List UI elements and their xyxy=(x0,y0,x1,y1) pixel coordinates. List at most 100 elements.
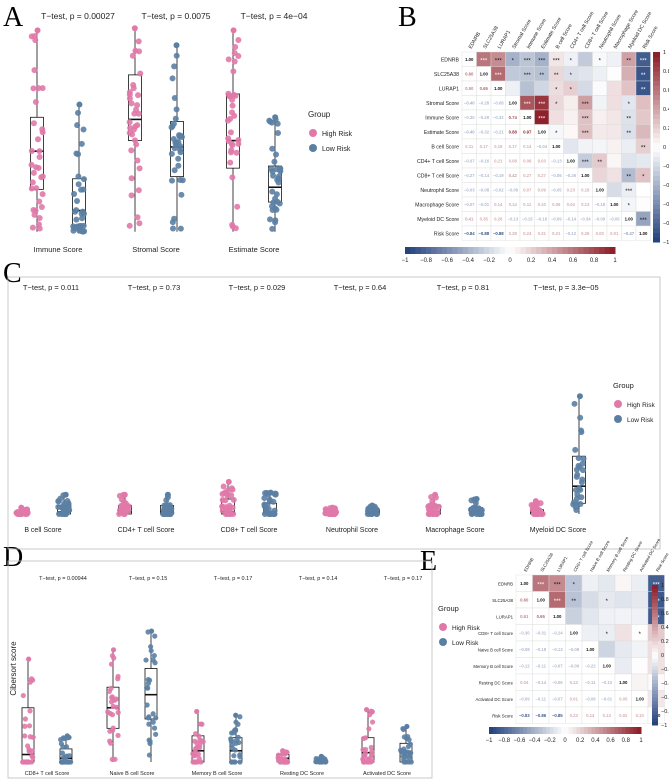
data-point xyxy=(528,501,535,508)
colorbar-segment xyxy=(653,113,660,119)
colorbar-segment xyxy=(652,669,658,673)
colorbar-segment xyxy=(652,711,658,715)
data-point xyxy=(170,136,177,143)
data-point xyxy=(227,129,234,136)
colorbar-segment xyxy=(652,690,658,694)
heatmap-cell-upper xyxy=(631,640,649,658)
data-point xyxy=(364,508,371,515)
data-point xyxy=(171,145,178,152)
data-point xyxy=(39,129,46,136)
data-point xyxy=(264,501,271,508)
data-point xyxy=(161,506,168,513)
colorbar-segment xyxy=(515,727,520,734)
heatmap-cell-upper xyxy=(598,574,616,592)
legend-swatch xyxy=(439,623,447,631)
heatmap-cell-upper xyxy=(635,109,651,125)
correlation-value: 0.07 xyxy=(523,188,532,193)
row-label: Myeloid DC Score xyxy=(417,217,459,223)
heatmap-cell-upper xyxy=(606,80,622,96)
data-point xyxy=(229,142,236,149)
correlation-value: 1.00 xyxy=(553,614,562,619)
data-point xyxy=(267,489,274,496)
colorbar-segment xyxy=(578,247,584,254)
colorbar-segment xyxy=(652,588,658,593)
correlation-value: 0.65 xyxy=(537,614,546,619)
data-point xyxy=(137,70,144,77)
significance-stars: * xyxy=(555,102,558,108)
correlation-value: 1.00 xyxy=(603,664,612,669)
data-point xyxy=(197,737,203,743)
data-point xyxy=(222,497,229,504)
data-point xyxy=(36,198,43,205)
legend-swatch xyxy=(309,129,317,137)
correlation-value: 1.00 xyxy=(586,647,595,652)
heatmap-cell-upper xyxy=(598,607,616,625)
correlation-value: −0.09 xyxy=(568,664,579,669)
data-point xyxy=(134,157,141,164)
box-high xyxy=(360,707,376,765)
legend-swatch xyxy=(614,400,622,408)
data-point xyxy=(177,225,184,232)
column-label: EDNRB xyxy=(523,557,535,573)
correlation-value: 0.42 xyxy=(509,173,518,178)
heatmap-cell-upper xyxy=(635,124,651,140)
colorbar-segment xyxy=(653,189,660,195)
row-label: SLC25A38 xyxy=(492,598,513,603)
data-point xyxy=(173,52,180,59)
data-point xyxy=(576,393,583,400)
heatmap-cell-upper xyxy=(592,95,608,111)
correlation-value: 0.24 xyxy=(523,231,532,236)
colorbar-segment xyxy=(653,147,660,153)
data-point xyxy=(366,726,372,732)
data-point xyxy=(178,191,185,198)
colorbar-segment xyxy=(504,727,509,734)
correlation-value: 0.88 xyxy=(509,130,518,135)
significance-stars: *** xyxy=(582,102,590,108)
colorbar-segment xyxy=(511,727,517,734)
colorbar-tick-label: −0.2 xyxy=(544,738,557,744)
data-point xyxy=(74,109,81,116)
colorbar-segment xyxy=(653,175,660,181)
significance-stars: *** xyxy=(625,189,633,195)
colorbar-segment xyxy=(652,613,658,617)
category-tick-label: Resting DC Score xyxy=(280,771,324,777)
heatmap-cell-upper xyxy=(631,607,649,625)
significance-stars: *** xyxy=(480,58,488,64)
box-low xyxy=(570,393,587,514)
y-axis-label: Cibersort score xyxy=(9,641,18,696)
colorbar-segment xyxy=(652,697,658,701)
correlation-value: 1.00 xyxy=(520,581,529,586)
data-point xyxy=(150,711,156,717)
correlation-value: 0.14 xyxy=(494,202,503,207)
correlation-value: 1.00 xyxy=(596,188,605,193)
data-point xyxy=(272,217,279,224)
data-point xyxy=(34,27,41,34)
data-point xyxy=(171,94,178,101)
correlation-value: 0.51 xyxy=(520,614,529,619)
data-point xyxy=(269,188,276,195)
data-point xyxy=(276,757,282,763)
colorbar-segment xyxy=(604,247,611,254)
data-point xyxy=(63,744,70,750)
legend-title: Group xyxy=(438,604,459,613)
colorbar-segment xyxy=(653,213,660,219)
correlation-value: −0.07 xyxy=(552,664,563,669)
data-point xyxy=(261,495,268,502)
colorbar-segment xyxy=(633,727,638,734)
data-point xyxy=(144,685,150,691)
colorbar-segment xyxy=(653,128,660,134)
legend-label: High Risk xyxy=(322,131,352,138)
box-high xyxy=(126,25,144,232)
colorbar-segment xyxy=(595,727,600,734)
colorbar-segment xyxy=(441,247,448,254)
data-point xyxy=(76,227,83,234)
data-point xyxy=(407,741,413,747)
correlation-value: −0.12 xyxy=(519,664,530,669)
significance-stars: *** xyxy=(582,131,590,137)
colorbar-segment xyxy=(530,727,536,734)
data-point xyxy=(229,102,236,109)
data-point xyxy=(126,222,133,229)
data-point xyxy=(231,112,238,119)
data-point xyxy=(73,216,80,223)
data-point xyxy=(118,502,125,509)
